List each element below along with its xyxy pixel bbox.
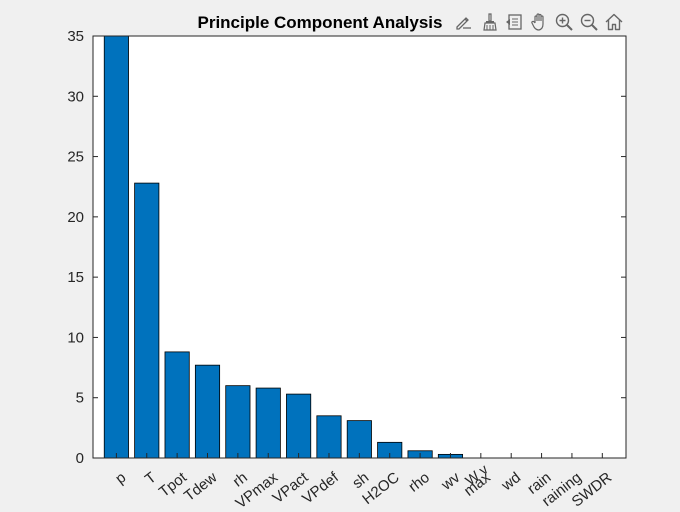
bar-tpot: [164, 351, 190, 459]
y-axis: 0 5 10 15 20 25 30 35: [67, 28, 626, 467]
data-tips-button[interactable]: [502, 10, 526, 34]
x-tick-label: wd: [498, 469, 524, 495]
home-icon: [605, 13, 623, 31]
bar-t: [134, 182, 160, 459]
zoom-in-button[interactable]: [552, 10, 576, 34]
zoom-in-icon: [555, 13, 573, 31]
y-tick-label: 30: [67, 88, 84, 105]
y-tick-label: 5: [76, 390, 84, 407]
zoom-out-icon: [580, 13, 598, 31]
bar-p: [103, 35, 129, 459]
x-tick-label: T: [142, 469, 160, 488]
zoom-out-button[interactable]: [577, 10, 601, 34]
chart-title: Principle Component Analysis: [198, 13, 443, 32]
x-tick-label: VPdef: [299, 468, 342, 507]
y-tick-label: 20: [67, 209, 84, 226]
y-tick-label: 25: [67, 149, 84, 166]
y-tick-label: 0: [76, 450, 84, 467]
bar-tdew: [194, 364, 221, 459]
bar-vpdef: [316, 415, 342, 459]
y-tick-label: 15: [67, 269, 84, 286]
pan-button[interactable]: [527, 10, 551, 34]
y-tick-label: 10: [67, 329, 84, 346]
y-tick-label: 35: [67, 28, 84, 45]
axes-toolbar: [452, 10, 626, 34]
edit-plot-button[interactable]: [452, 10, 476, 34]
bar-sh: [346, 420, 372, 459]
pan-hand-icon: [531, 13, 544, 31]
x-tick-label: wv: [438, 469, 464, 495]
home-button[interactable]: [602, 10, 626, 34]
bar-vpmax: [255, 387, 281, 459]
brush-button[interactable]: [477, 10, 501, 34]
bar-rh: [225, 385, 251, 459]
bar-vpact: [286, 393, 312, 459]
x-tick-label: rho: [405, 469, 433, 496]
x-tick-label: Tdew: [181, 469, 221, 505]
data-tips-icon: [506, 14, 522, 30]
x-tick-label: p: [112, 469, 129, 488]
brush-icon: [483, 13, 497, 31]
edit-plot-icon: [456, 17, 471, 30]
bars-group: [103, 35, 464, 459]
